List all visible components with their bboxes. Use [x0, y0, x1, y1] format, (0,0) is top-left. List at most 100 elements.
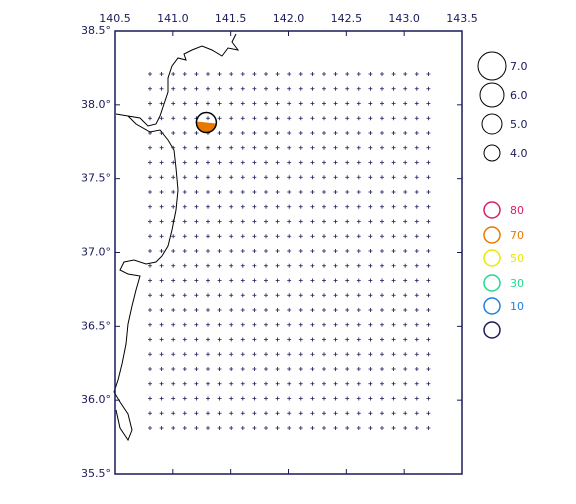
grid-cross: [310, 175, 315, 180]
grid-cross: [275, 145, 280, 150]
grid-cross: [380, 86, 384, 91]
grid-cross: [380, 234, 384, 239]
grid-cross: [206, 322, 210, 327]
grid-cross: [229, 278, 234, 283]
grid-cross: [310, 293, 315, 298]
grid-cross: [310, 308, 315, 312]
y-tick-label: 36.5°: [81, 319, 111, 332]
depth-legend-circle: [483, 226, 501, 244]
grid-cross: [333, 411, 338, 416]
grid-cross: [171, 116, 176, 121]
depth-legend-circle: [483, 321, 501, 339]
grid-cross: [171, 411, 176, 416]
grid-cross: [356, 145, 361, 150]
grid-cross: [287, 190, 292, 194]
grid-cross: [333, 426, 338, 430]
grid-cross: [298, 396, 303, 401]
grid-cross: [368, 86, 373, 91]
grid-cross: [356, 234, 361, 239]
grid-cross: [298, 160, 303, 165]
grid-cross: [159, 249, 164, 253]
grid-cross: [252, 72, 257, 76]
grid-cross: [217, 204, 222, 209]
grid-cross: [194, 293, 199, 298]
grid-cross: [356, 352, 361, 357]
grid-cross: [264, 322, 268, 327]
grid-cross: [206, 72, 210, 76]
grid-cross: [368, 160, 373, 165]
grid-cross: [380, 219, 384, 224]
grid-cross: [171, 263, 176, 268]
grid-cross: [206, 426, 210, 430]
grid-cross: [287, 175, 292, 180]
grid-cross: [298, 263, 303, 268]
grid-cross: [298, 219, 303, 224]
depth-legend-circle: [483, 249, 501, 267]
grid-cross: [206, 190, 210, 194]
grid-cross: [240, 278, 245, 283]
grid-cross: [310, 396, 315, 401]
grid-cross: [345, 116, 350, 121]
grid-cross: [333, 72, 338, 76]
grid-cross: [391, 352, 396, 357]
grid-cross: [287, 131, 292, 135]
grid-cross: [264, 263, 268, 268]
grid-cross: [426, 367, 431, 371]
depth-legend-label: 70: [510, 229, 524, 242]
grid-cross: [275, 381, 280, 386]
grid-cross: [148, 352, 152, 357]
grid-cross: [345, 263, 350, 268]
grid-cross: [380, 396, 384, 401]
grid-cross: [287, 411, 292, 416]
grid-cross: [391, 293, 396, 298]
grid-cross: [426, 396, 431, 401]
grid-cross: [148, 381, 152, 386]
grid-cross: [264, 175, 268, 180]
grid-cross: [171, 131, 176, 135]
grid-cross: [310, 145, 315, 150]
grid-cross: [345, 101, 350, 106]
grid-cross: [426, 337, 431, 342]
grid-cross: [391, 190, 396, 194]
grid-cross: [391, 72, 396, 76]
grid-cross: [391, 426, 396, 430]
grid-cross: [310, 337, 315, 342]
grid-cross: [426, 175, 431, 180]
grid-cross: [217, 396, 222, 401]
depth-legend-label: 30: [510, 277, 524, 290]
grid-cross: [275, 86, 280, 91]
magnitude-legend-label: 6.0: [510, 89, 528, 102]
grid-cross: [310, 131, 315, 135]
grid-cross: [298, 249, 303, 253]
grid-cross: [159, 367, 164, 371]
grid-cross: [229, 204, 234, 209]
grid-cross: [264, 308, 268, 312]
grid-cross: [322, 219, 326, 224]
grid-cross: [380, 337, 384, 342]
grid-cross: [275, 411, 280, 416]
magnitude-legend-circle: [479, 82, 505, 108]
grid-cross: [171, 396, 176, 401]
grid-cross: [148, 145, 152, 150]
grid-cross: [414, 381, 419, 386]
grid-cross: [333, 293, 338, 298]
grid-cross: [380, 308, 384, 312]
grid-cross: [182, 219, 187, 224]
grid-cross: [414, 204, 419, 209]
grid-cross: [148, 204, 152, 209]
grid-cross: [171, 367, 176, 371]
grid-cross: [194, 308, 199, 312]
grid-cross: [322, 145, 326, 150]
grid-cross: [159, 293, 164, 298]
grid-cross: [148, 426, 152, 430]
grid-cross: [414, 72, 419, 76]
grid-cross: [171, 190, 176, 194]
grid-cross: [356, 86, 361, 91]
grid-cross: [287, 160, 292, 165]
grid-cross: [322, 367, 326, 371]
grid-cross: [345, 145, 350, 150]
grid-cross: [333, 278, 338, 283]
grid-cross: [264, 426, 268, 430]
grid-cross: [368, 322, 373, 327]
grid-cross: [217, 322, 222, 327]
